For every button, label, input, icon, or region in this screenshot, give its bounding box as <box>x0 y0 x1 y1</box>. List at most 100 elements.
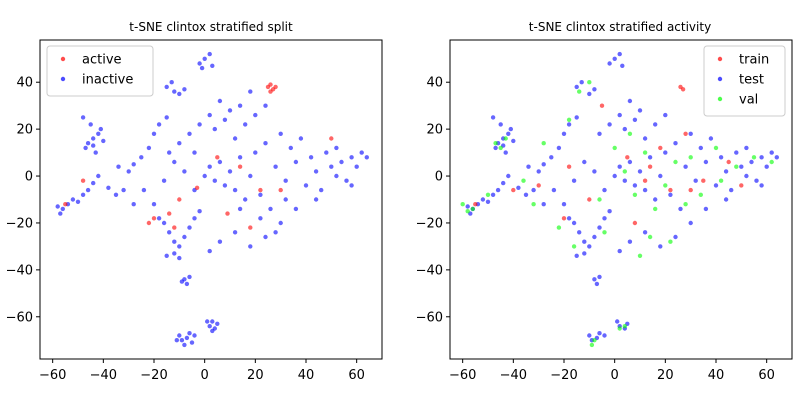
y-tick-label: 0 <box>25 170 33 185</box>
point-test <box>688 220 693 226</box>
point-inactive <box>278 220 283 226</box>
point-inactive <box>237 206 243 212</box>
point-inactive <box>217 159 223 165</box>
point-test <box>632 117 638 123</box>
point-active <box>225 211 230 216</box>
point-test <box>592 234 597 240</box>
point-inactive <box>187 331 192 336</box>
point-test <box>501 180 506 186</box>
point-test <box>503 150 508 155</box>
point-inactive <box>70 197 76 202</box>
point-inactive <box>199 65 205 71</box>
point-test <box>571 220 577 226</box>
point-test <box>622 178 627 183</box>
legend-label: test <box>739 73 764 88</box>
point-inactive <box>192 333 197 338</box>
point-test <box>582 239 587 244</box>
point-inactive <box>253 150 258 155</box>
point-test <box>642 230 648 235</box>
chart-title: t-SNE clintox stratified activity <box>529 20 711 34</box>
point-test <box>759 155 764 160</box>
point-test <box>703 159 709 165</box>
point-test <box>744 145 749 151</box>
point-val <box>637 253 643 258</box>
x-tick-label: −60 <box>449 368 476 383</box>
point-inactive <box>205 319 210 324</box>
point-inactive <box>293 159 299 165</box>
point-test <box>698 145 703 151</box>
point-test <box>642 136 648 141</box>
point-val <box>632 192 638 197</box>
point-test <box>602 216 607 221</box>
point-inactive <box>202 173 207 179</box>
point-test <box>653 197 658 202</box>
point-val <box>566 117 572 123</box>
point-inactive <box>210 63 215 68</box>
point-test <box>506 131 511 136</box>
point-inactive <box>268 206 273 212</box>
point-inactive <box>164 115 169 120</box>
point-inactive <box>349 155 354 160</box>
point-test <box>592 277 597 282</box>
point-test <box>490 115 496 120</box>
point-inactive <box>146 145 152 151</box>
point-inactive <box>121 187 126 193</box>
point-test <box>713 183 719 188</box>
y-tick-label: −20 <box>416 216 443 231</box>
point-inactive <box>303 183 309 188</box>
legend: train test val <box>703 45 786 117</box>
point-val <box>521 178 526 183</box>
point-train <box>701 178 706 183</box>
point-inactive <box>210 319 215 324</box>
scatter-panel-left: t-SNE clintox stratified split −60 −40 −20… <box>6 20 383 383</box>
point-inactive <box>217 239 223 244</box>
point-test <box>617 112 622 118</box>
y-tick-label: −40 <box>416 263 443 278</box>
legend-marker <box>717 96 723 102</box>
point-test <box>637 169 643 174</box>
point-inactive <box>349 183 354 188</box>
point-inactive <box>258 192 263 197</box>
point-test <box>556 145 562 151</box>
point-inactive <box>83 145 88 151</box>
point-inactive <box>263 103 268 108</box>
point-active <box>237 164 243 169</box>
point-inactive <box>283 178 288 183</box>
point-test <box>571 178 577 183</box>
point-inactive <box>243 122 248 127</box>
point-inactive <box>192 150 197 155</box>
y-tick-label: −40 <box>6 263 33 278</box>
point-test <box>592 87 597 92</box>
y-tick-label: 0 <box>435 170 443 185</box>
point-test <box>744 173 749 179</box>
point-inactive <box>184 281 190 287</box>
point-test <box>597 331 602 336</box>
legend-marker <box>60 76 66 82</box>
legend-label: active <box>82 53 122 68</box>
points-layer <box>460 51 779 348</box>
point-inactive <box>197 209 202 214</box>
point-inactive <box>88 122 93 127</box>
point-inactive <box>85 187 91 193</box>
legend: active inactive <box>46 45 154 97</box>
point-inactive <box>174 338 179 343</box>
point-test <box>511 138 516 144</box>
point-inactive <box>329 164 334 169</box>
point-test <box>653 122 658 127</box>
point-train <box>668 187 673 193</box>
point-inactive <box>197 61 202 66</box>
point-train <box>632 220 638 226</box>
point-inactive <box>227 169 233 174</box>
point-test <box>673 234 678 240</box>
point-inactive <box>217 98 223 104</box>
point-inactive <box>207 112 212 118</box>
point-inactive <box>207 164 212 169</box>
point-inactive <box>212 126 217 132</box>
point-inactive <box>80 115 86 120</box>
point-active <box>194 185 200 190</box>
point-inactive <box>177 244 182 249</box>
point-test <box>607 61 612 66</box>
point-active <box>151 216 157 221</box>
point-inactive <box>215 321 220 326</box>
point-inactive <box>167 230 172 235</box>
